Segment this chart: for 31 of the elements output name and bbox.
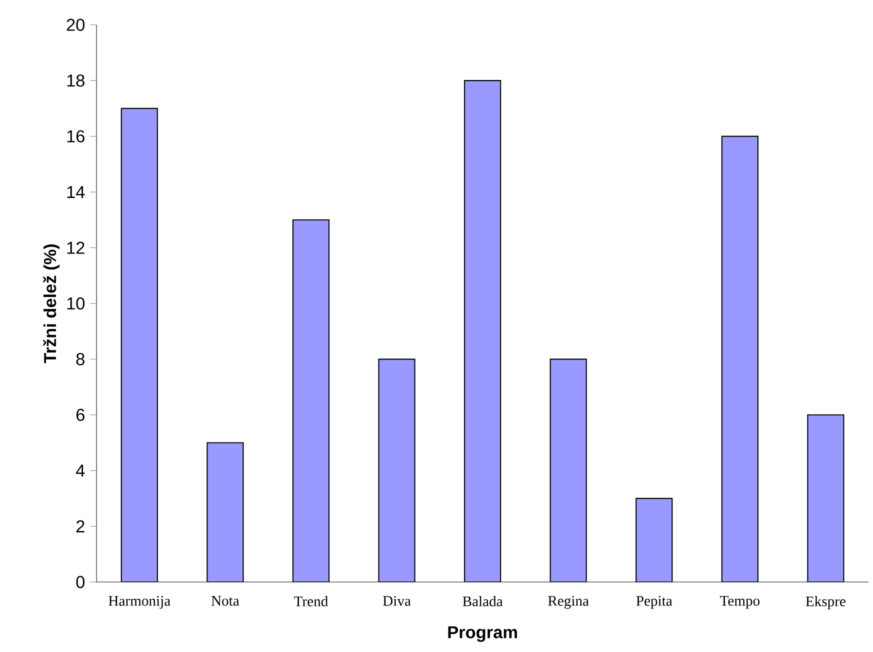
x-tick-label: Pepita — [636, 596, 672, 609]
y-tick-label: 2 — [76, 520, 84, 532]
y-tick-label: 0 — [76, 576, 85, 588]
y-tick-label: 20 — [66, 18, 85, 32]
y-tick-label: 14 — [67, 186, 85, 198]
x-tick-label: Regina — [548, 596, 589, 609]
bar — [550, 358, 587, 582]
bar — [636, 498, 673, 582]
x-axis-title: Program — [448, 626, 517, 642]
y-tick-label: 12 — [67, 242, 84, 254]
bar — [464, 80, 502, 582]
y-axis-title: Tržni delež (%) — [43, 244, 60, 364]
x-tick-label: Nota — [211, 596, 240, 606]
y-tick-label: 16 — [67, 130, 84, 143]
y-tick-label: 8 — [76, 353, 84, 366]
x-tick-label: Ekspre — [806, 596, 846, 610]
bar — [807, 414, 844, 582]
bar — [721, 136, 758, 582]
x-tick-label: Tempo — [720, 596, 760, 609]
x-tick-label: Diva — [382, 596, 411, 606]
bar — [120, 108, 158, 582]
x-tick-label: Trend — [294, 596, 328, 606]
y-tick-label: 6 — [76, 408, 84, 422]
y-tick-label: 10 — [67, 298, 85, 310]
bar — [292, 220, 330, 582]
y-tick-label: 4 — [76, 464, 85, 477]
x-tick-label: Harmonija — [108, 596, 170, 609]
x-tick-label: Balada — [462, 596, 503, 606]
bar — [378, 358, 416, 582]
bar — [206, 442, 244, 582]
y-tick-label: 18 — [67, 74, 84, 87]
